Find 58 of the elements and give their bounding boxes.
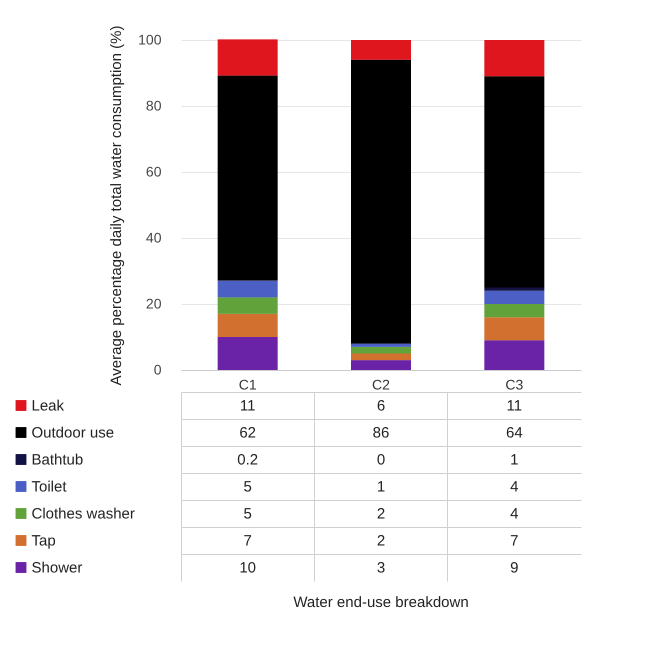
data-label: 64 bbox=[506, 424, 523, 442]
data-label: 62 bbox=[239, 424, 256, 442]
bar bbox=[484, 317, 544, 340]
bar bbox=[218, 314, 278, 337]
bar bbox=[484, 304, 544, 318]
data-label: 0 bbox=[376, 452, 386, 468]
data-label: 4 bbox=[510, 478, 519, 496]
bar bbox=[218, 39, 278, 76]
legend-label: Toilet bbox=[32, 478, 68, 496]
bar bbox=[218, 280, 278, 298]
data-label: 6 bbox=[376, 398, 386, 414]
x-tick-label: C3 bbox=[505, 376, 524, 392]
bar bbox=[484, 290, 544, 304]
data-label: 10 bbox=[239, 560, 256, 576]
bar bbox=[484, 340, 544, 370]
data-label: 7 bbox=[510, 532, 519, 550]
data-label: 5 bbox=[243, 506, 252, 522]
y-tick-label: 40 bbox=[146, 230, 162, 246]
bar bbox=[484, 40, 544, 76]
bar bbox=[351, 346, 411, 354]
bar bbox=[351, 40, 411, 60]
y-axis-title: Average percentage daily total water consumption (%) bbox=[108, 26, 126, 386]
legend-label: Outdoor use bbox=[32, 424, 114, 442]
y-tick-label: 20 bbox=[146, 296, 162, 312]
data-label: 0.2 bbox=[237, 452, 258, 468]
bar bbox=[484, 76, 544, 288]
data-label: 2 bbox=[376, 506, 386, 522]
data-label: 5 bbox=[243, 478, 252, 496]
data-label: 11 bbox=[240, 398, 256, 414]
data-label: 3 bbox=[376, 560, 386, 576]
x-tick-label: C1 bbox=[238, 376, 257, 392]
bar bbox=[218, 76, 278, 280]
bar bbox=[351, 60, 411, 344]
bar bbox=[351, 344, 411, 347]
data-label: 4 bbox=[510, 506, 519, 522]
data-label: 2 bbox=[376, 532, 386, 550]
bar bbox=[218, 297, 278, 314]
data-label: 86 bbox=[372, 424, 390, 442]
text: Water end-use breakdown bbox=[293, 594, 469, 611]
legend-label: Leak bbox=[32, 398, 65, 414]
legend-label: Shower bbox=[32, 560, 82, 576]
data-label: 9 bbox=[510, 560, 519, 576]
bar bbox=[351, 360, 411, 370]
legend-label: Bathtub bbox=[32, 452, 84, 468]
bar bbox=[218, 337, 278, 370]
bar bbox=[484, 288, 544, 291]
legend-label: Clothes washer bbox=[32, 506, 135, 522]
bar bbox=[351, 354, 411, 360]
x-tick-label: C2 bbox=[372, 376, 390, 392]
data-label: 1 bbox=[510, 452, 519, 468]
y-tick-label: 100 bbox=[138, 32, 162, 48]
y-tick-label: 60 bbox=[146, 164, 162, 180]
legend-label: Tap bbox=[32, 532, 56, 550]
data-label: 11 bbox=[506, 398, 522, 414]
y-tick-label: 0 bbox=[154, 362, 162, 378]
y-tick-label: 80 bbox=[146, 98, 162, 114]
data-label: 7 bbox=[243, 532, 252, 550]
data-label: 1 bbox=[376, 478, 386, 496]
